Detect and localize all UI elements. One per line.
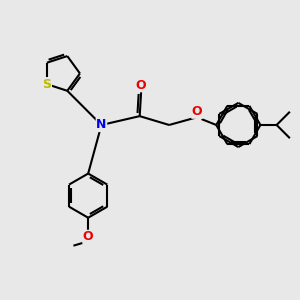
Text: O: O: [192, 105, 203, 118]
Text: O: O: [83, 230, 94, 243]
Text: N: N: [96, 118, 106, 131]
Text: O: O: [136, 79, 146, 92]
Text: S: S: [42, 78, 51, 91]
